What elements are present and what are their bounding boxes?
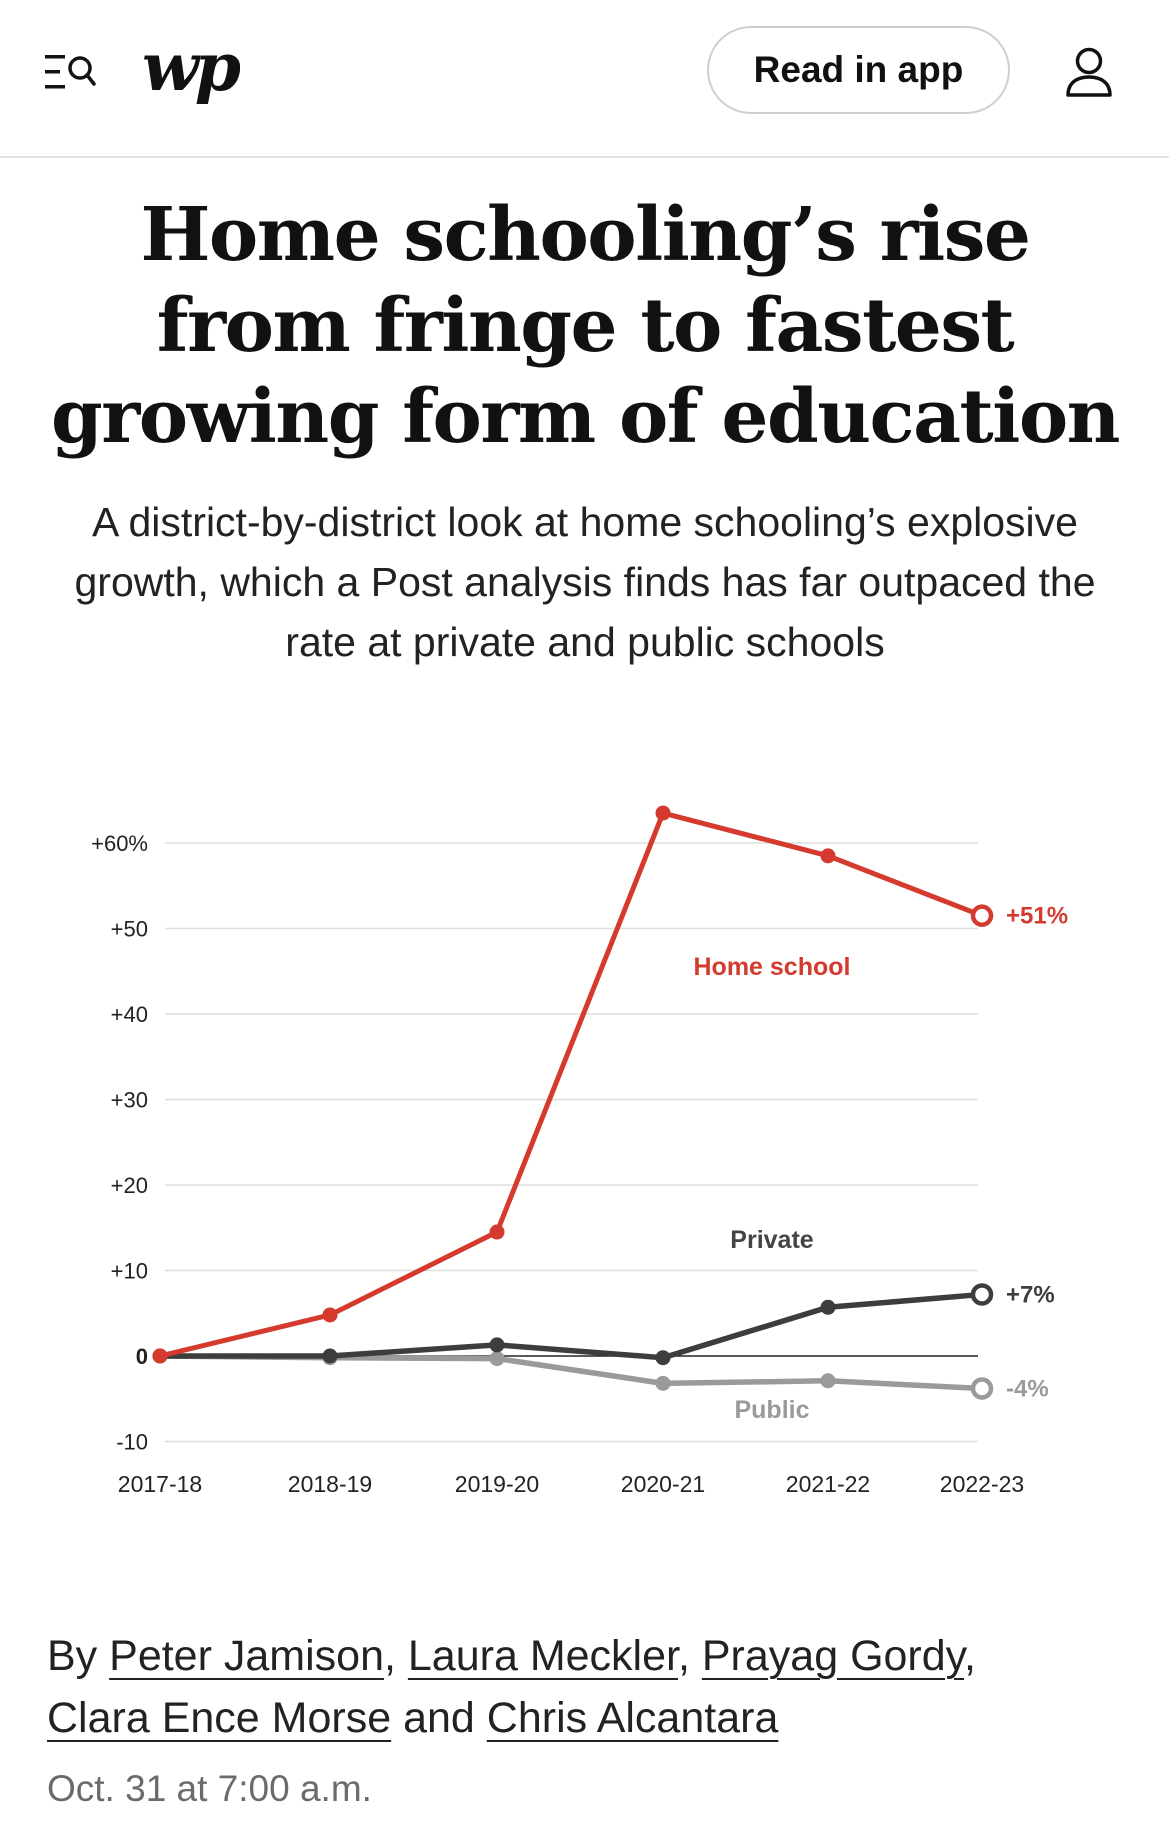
y-tick-label: +60% — [91, 831, 148, 856]
series-end-label: +51% — [1006, 903, 1068, 930]
author-link[interactable]: Prayag Gordy — [701, 1632, 964, 1680]
series-end-label: -4% — [1006, 1375, 1049, 1402]
series-line — [157, 810, 985, 1359]
series-point — [820, 1299, 836, 1315]
author-link[interactable]: Peter Jamison — [109, 1632, 384, 1680]
byline: By Peter Jamison, Laura Meckler, Prayag … — [47, 1625, 1137, 1749]
read-in-app-button[interactable]: Read in app — [707, 26, 1010, 114]
byline-separator: and — [391, 1694, 487, 1742]
author-link[interactable]: Chris Alcantara — [486, 1694, 779, 1742]
series-point — [820, 1373, 836, 1389]
series-end-marker — [970, 904, 994, 927]
y-tick-label: +20 — [111, 1173, 148, 1198]
profile-icon[interactable] — [1064, 46, 1114, 98]
x-tick-label: 2021-22 — [786, 1471, 870, 1497]
x-tick-label: 2022-23 — [940, 1471, 1024, 1497]
byline-prefix: By — [47, 1632, 98, 1680]
menu-search-icon[interactable] — [45, 52, 97, 92]
line-chart: +60% +50 +40 +30 +20 +10 0 -10 2017-18 2018-19 201… — [0, 780, 1169, 1520]
series-point — [322, 1348, 338, 1364]
dateline: Oct. 31 at 7:00 a.m. — [47, 1768, 372, 1809]
series-end-label: +7% — [1006, 1281, 1055, 1308]
series-point — [655, 1350, 671, 1366]
series-line — [157, 1291, 985, 1361]
byline-separator: , — [677, 1632, 702, 1680]
x-tick-label: 2020-21 — [621, 1471, 705, 1497]
headline: Home schooling’s rise from fringe to fas… — [51, 192, 1120, 460]
series-end-marker — [970, 1377, 994, 1400]
top-bar: wp Read in app — [0, 0, 1169, 158]
x-tick-label: 2018-19 — [288, 1471, 372, 1497]
y-tick-label: +30 — [111, 1088, 148, 1113]
series-point — [489, 1337, 505, 1353]
series-name-label: Private — [730, 1226, 813, 1254]
byline-separator: , — [383, 1632, 408, 1680]
logo-text: wp — [142, 30, 240, 106]
series-point — [489, 1351, 505, 1367]
y-tick-label: +10 — [111, 1259, 148, 1284]
series-point — [152, 1348, 168, 1364]
series-name-label: Public — [734, 1396, 809, 1424]
author-link[interactable]: Clara Ence Morse — [47, 1694, 392, 1742]
series-point — [489, 1224, 505, 1240]
x-tick-label: 2017-18 — [118, 1471, 202, 1497]
series-point — [322, 1307, 338, 1323]
y-tick-label: 0 — [136, 1344, 148, 1369]
y-tick-label: +40 — [111, 1002, 148, 1027]
author-link[interactable]: Laura Meckler — [407, 1632, 678, 1680]
y-tick-label: +50 — [111, 917, 148, 942]
wp-logo[interactable]: wp — [140, 28, 245, 114]
series-point — [655, 805, 671, 821]
byline-separator: , — [963, 1632, 976, 1680]
series-name-label: Home school — [694, 953, 851, 981]
x-tick-label: 2019-20 — [455, 1471, 539, 1497]
series-point — [655, 1375, 671, 1391]
y-tick-label: -10 — [116, 1430, 148, 1455]
dek: A district-by-district look at home scho… — [74, 499, 1096, 665]
series-end-marker — [970, 1283, 994, 1306]
series-line — [157, 1353, 985, 1392]
series-point — [820, 848, 836, 864]
